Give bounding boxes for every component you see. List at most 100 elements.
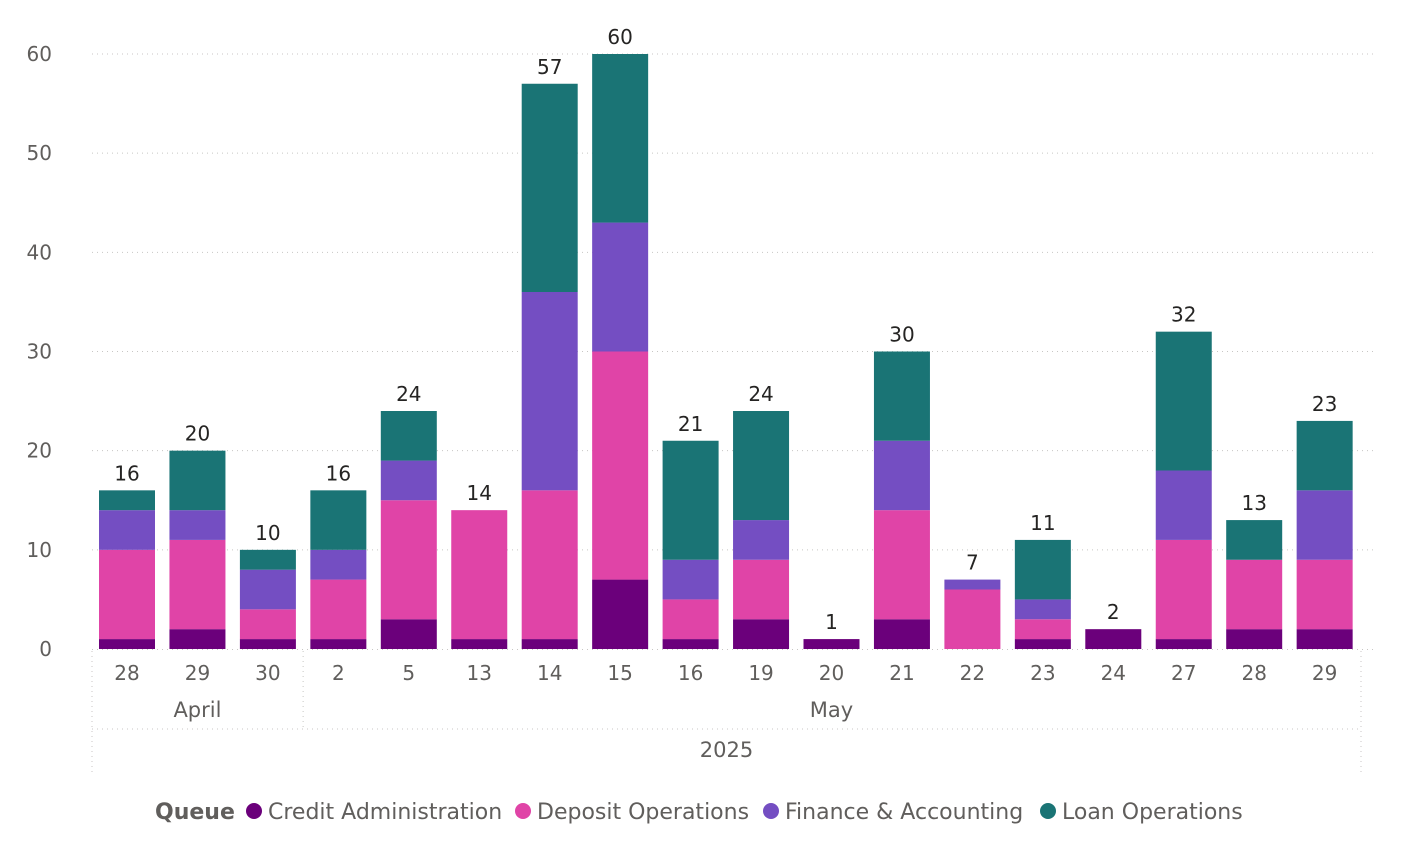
bar-segment: [310, 579, 367, 640]
bar-segment: [662, 599, 719, 640]
bar-segment: [239, 609, 296, 640]
bar-segment: [1014, 599, 1071, 620]
total-data-label: 23: [1312, 392, 1337, 416]
bar-segment: [169, 629, 226, 649]
x-tick-label: 21: [889, 661, 914, 685]
bar-segment: [521, 490, 578, 640]
bar-segment: [733, 619, 790, 649]
bar-segment: [380, 500, 437, 620]
legend-label: Finance & Accounting: [785, 800, 1023, 825]
year-group-label: 2025: [700, 738, 753, 762]
legend-item[interactable]: Credit Administration: [246, 800, 502, 825]
bar-segment: [1155, 639, 1212, 649]
bar-segment: [1014, 619, 1071, 640]
bar-segment: [521, 83, 578, 292]
bar-segment: [873, 510, 930, 620]
bar-segment: [662, 559, 719, 600]
total-data-label: 13: [1241, 491, 1266, 515]
bar-segment: [1226, 520, 1283, 560]
total-data-label: 21: [678, 412, 703, 436]
x-tick-label: 15: [607, 661, 632, 685]
month-group-label: May: [810, 698, 853, 722]
bar-segment: [803, 639, 860, 649]
bar-segment: [662, 639, 719, 649]
total-data-label: 57: [537, 55, 562, 79]
bar-segment: [1296, 559, 1353, 630]
bar-segment: [1226, 559, 1283, 630]
bar-segment: [873, 619, 930, 649]
x-tick-label: 5: [402, 661, 415, 685]
month-group-label: April: [173, 698, 221, 722]
bar-segment: [169, 510, 226, 540]
bar-segment: [944, 589, 1001, 649]
x-tick-label: 24: [1101, 661, 1126, 685]
total-data-label: 16: [326, 461, 351, 485]
total-data-label: 2: [1107, 600, 1120, 624]
bar-segment: [733, 411, 790, 521]
x-tick-label: 29: [185, 661, 210, 685]
y-tick-label: 60: [27, 42, 52, 66]
y-tick-label: 10: [27, 538, 52, 562]
bar-segment: [99, 510, 155, 550]
bar-segment: [873, 351, 930, 441]
bar-segment: [1155, 470, 1212, 540]
bar-segment: [380, 411, 437, 461]
x-tick-label: 27: [1171, 661, 1196, 685]
x-tick-label: 20: [819, 661, 844, 685]
bar-segment: [169, 539, 226, 630]
bar-segment: [380, 460, 437, 501]
legend-item[interactable]: Deposit Operations: [515, 800, 749, 825]
bar-segment: [733, 559, 790, 620]
bar-segment: [239, 639, 296, 649]
bar-segment: [451, 639, 508, 649]
legend-label: Credit Administration: [268, 800, 502, 825]
total-data-label: 10: [255, 521, 280, 545]
y-axis: 0 10 20 30 40 50 60: [27, 42, 52, 661]
x-axis: 28 29 30 2 5 13 14 15 16 19 20 21 22 23 24 27 28 29 April M…: [91, 649, 1377, 773]
x-tick-label: 23: [1030, 661, 1055, 685]
bar-segment: [1296, 490, 1353, 560]
legend-marker-icon: [515, 803, 531, 819]
y-tick-label: 30: [27, 340, 52, 364]
x-tick-label: 28: [1241, 661, 1266, 685]
bar-segment: [592, 579, 649, 649]
y-tick-label: 40: [27, 240, 52, 264]
bar-segment: [169, 450, 226, 511]
total-data-label: 60: [607, 25, 632, 49]
legend-marker-icon: [1040, 803, 1056, 819]
bar-segment: [99, 549, 155, 640]
bar-segment: [1155, 331, 1212, 471]
x-tick-label: 22: [960, 661, 985, 685]
bar-segment: [451, 510, 508, 640]
total-data-label: 24: [396, 382, 421, 406]
bar-segment: [1014, 539, 1071, 600]
bar-segment: [521, 292, 578, 491]
bar-segment: [1155, 539, 1212, 640]
bar-segment: [733, 520, 790, 560]
legend-label: Deposit Operations: [537, 800, 749, 825]
total-data-label: 20: [185, 422, 210, 446]
y-tick-label: 20: [27, 439, 52, 463]
legend-marker-icon: [246, 803, 262, 819]
legend-item[interactable]: Loan Operations: [1040, 800, 1243, 825]
bar-segment: [1296, 629, 1353, 649]
bar-segment: [310, 490, 367, 550]
y-tick-label: 0: [39, 637, 52, 661]
bar-segment: [521, 639, 578, 649]
bar-segment: [310, 639, 367, 649]
bar-segment: [592, 351, 649, 580]
bar-segment: [1014, 639, 1071, 649]
bar-segment: [944, 579, 1001, 590]
total-data-label: 32: [1171, 303, 1196, 327]
x-tick-label: 16: [678, 661, 703, 685]
bar-segment: [99, 639, 155, 649]
legend-item[interactable]: Finance & Accounting: [763, 800, 1023, 825]
x-tick-label: 29: [1312, 661, 1337, 685]
bar-segment: [99, 490, 155, 511]
legend[interactable]: Queue Credit Administration Deposit Operat…: [155, 800, 1243, 825]
bar-segment: [662, 440, 719, 560]
bar-segment: [1226, 629, 1283, 649]
bar-segment: [592, 54, 649, 223]
